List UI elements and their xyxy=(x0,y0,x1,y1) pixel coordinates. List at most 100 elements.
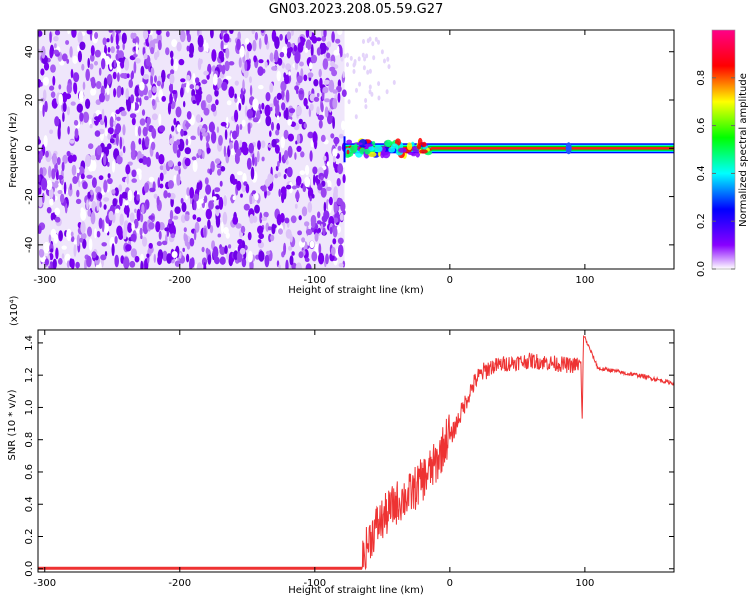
noise-blob xyxy=(206,147,211,154)
noise-blob xyxy=(283,173,287,180)
noise-blob xyxy=(157,177,161,188)
noise-blob xyxy=(106,75,112,85)
noise-blob xyxy=(38,30,43,37)
noise-blob xyxy=(141,109,146,116)
noise-blob xyxy=(58,258,63,265)
noise-blob xyxy=(324,169,328,180)
noise-blob xyxy=(50,248,54,253)
noise-blob xyxy=(310,218,316,229)
noise-blob xyxy=(252,39,257,52)
noise-blob xyxy=(323,210,330,220)
noise-blob xyxy=(189,187,195,199)
noise-blob xyxy=(54,183,59,188)
faint-blob xyxy=(385,89,389,95)
noise-blob xyxy=(49,198,54,206)
noise-blob xyxy=(186,33,192,43)
noise-blob xyxy=(104,116,108,128)
noise-blob xyxy=(89,124,93,129)
noise-blob xyxy=(135,96,140,103)
colorbar: 0.0 0.2 0.4 0.6 0.8 Normalized spectral ampl… xyxy=(696,29,749,277)
noise-blob xyxy=(140,260,144,269)
noise-blob xyxy=(42,104,45,117)
x-tick-label: -100 xyxy=(303,275,326,286)
signal-band-red xyxy=(344,147,674,150)
noise-blob xyxy=(265,115,272,127)
noise-blob xyxy=(130,248,137,258)
noise-blob xyxy=(249,193,253,205)
noise-blob xyxy=(324,151,329,164)
noise-blob xyxy=(209,225,214,234)
noise-blob xyxy=(333,201,338,214)
noise-blob xyxy=(174,260,181,267)
noise-blob xyxy=(156,30,161,36)
noise-blob xyxy=(100,254,107,261)
faint-blob xyxy=(387,64,391,70)
noise-blob xyxy=(284,74,290,85)
noise-blob xyxy=(125,244,132,252)
noise-blob xyxy=(114,129,117,135)
noise-blob xyxy=(80,232,87,240)
noise-blob xyxy=(280,81,287,92)
noise-blob xyxy=(197,148,202,156)
noise-blob xyxy=(192,214,197,220)
noise-blob xyxy=(107,127,114,135)
noise-blob xyxy=(325,253,329,265)
noise-blob xyxy=(318,252,325,265)
faint-blob xyxy=(346,62,349,68)
noise-blob xyxy=(203,70,209,76)
faint-blob xyxy=(355,87,358,93)
snr-y-ticks: 0.0 0.2 0.4 0.6 0.8 1.0 1.2 1.4 xyxy=(24,335,674,577)
noise-blob xyxy=(332,117,335,129)
noise-blob xyxy=(188,43,195,56)
noise-blob xyxy=(86,174,93,179)
noise-blob xyxy=(44,242,48,254)
noise-blob xyxy=(192,73,196,84)
noise-blob xyxy=(111,189,116,195)
noise-blob xyxy=(226,100,232,106)
noise-blob xyxy=(169,224,176,237)
noise-blob xyxy=(278,264,281,269)
noise-blob xyxy=(116,116,121,122)
noise-blob xyxy=(336,197,343,206)
noise-blob xyxy=(239,247,246,255)
noise-blob xyxy=(90,54,95,62)
noise-blob xyxy=(53,49,59,55)
noise-blob xyxy=(139,227,143,236)
faint-blob xyxy=(365,53,369,59)
noise-blob xyxy=(186,121,190,130)
noise-blob xyxy=(73,239,78,245)
noise-blob xyxy=(320,175,324,181)
noise-blob xyxy=(318,68,322,78)
noise-blob xyxy=(52,75,56,86)
noise-blob xyxy=(336,178,341,187)
noise-blob xyxy=(65,40,70,45)
noise-blob xyxy=(271,66,278,71)
noise-blob xyxy=(295,87,299,95)
noise-blob xyxy=(246,50,250,60)
noise-blob xyxy=(313,79,319,87)
noise-blob xyxy=(194,221,200,233)
noise-blob xyxy=(203,107,210,116)
signal-blob xyxy=(406,142,413,151)
noise-blob xyxy=(140,65,145,76)
noise-blob xyxy=(165,47,170,56)
noise-blob xyxy=(180,128,185,137)
noise-blob xyxy=(173,117,177,126)
noise-blob xyxy=(212,246,219,259)
noise-blob xyxy=(284,217,290,224)
noise-blob xyxy=(265,92,271,102)
noise-blob xyxy=(256,150,260,163)
noise-blob xyxy=(285,229,292,239)
noise-blob xyxy=(80,173,85,180)
noise-blob xyxy=(107,173,111,179)
faint-blob xyxy=(374,36,378,42)
noise-blob xyxy=(313,96,320,102)
noise-blob xyxy=(322,58,329,70)
noise-blob xyxy=(114,254,119,268)
faint-blob xyxy=(347,99,351,105)
noise-blob xyxy=(127,161,133,166)
noise-blob xyxy=(44,100,48,113)
noise-blob xyxy=(66,150,71,157)
noise-blob xyxy=(96,264,101,269)
